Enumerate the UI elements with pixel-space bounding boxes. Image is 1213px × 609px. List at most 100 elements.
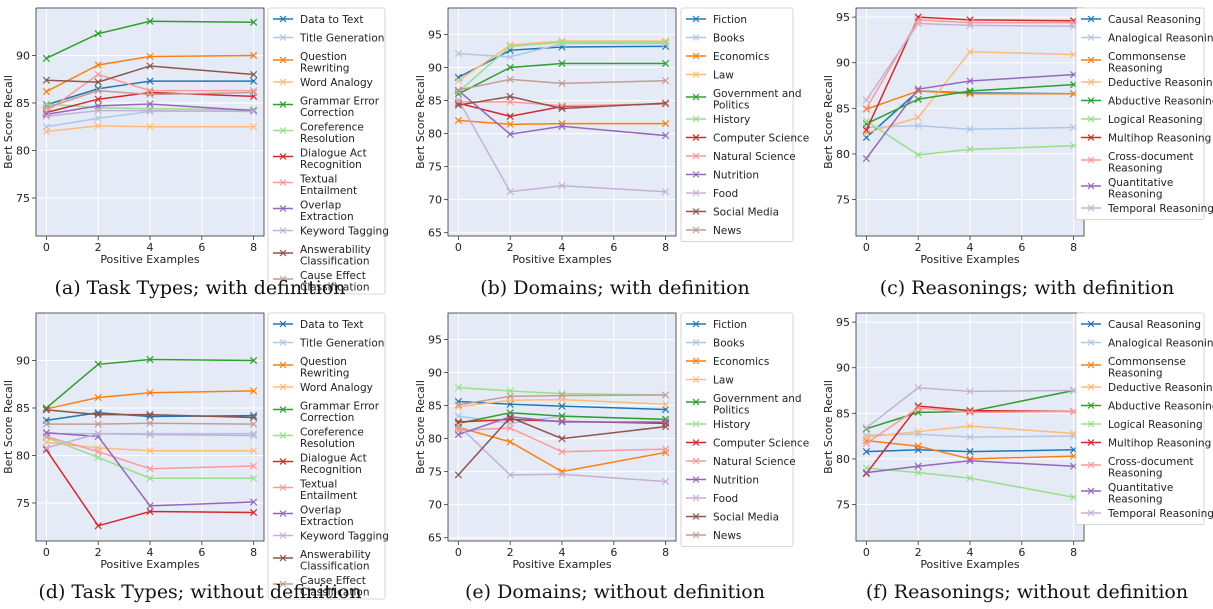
marker-stroke xyxy=(94,448,102,456)
legend-label-line: Multihop Reasoning xyxy=(1108,438,1211,450)
legend-label: Law xyxy=(713,375,734,387)
legend-marker xyxy=(1087,78,1095,86)
marker-stroke xyxy=(250,107,258,116)
series-line xyxy=(46,20,254,60)
legend-label-line: Analogical Reasoning xyxy=(1108,338,1213,350)
data-point xyxy=(914,384,922,392)
marker-stroke xyxy=(862,154,870,163)
marker-stroke xyxy=(454,471,462,479)
marker-stroke xyxy=(454,412,462,420)
marker-stroke xyxy=(146,106,154,115)
series-line xyxy=(46,89,254,109)
marker-stroke xyxy=(914,402,922,410)
legend-marker xyxy=(1087,97,1095,104)
y-tick-label: 85 xyxy=(836,102,850,115)
marker-stroke xyxy=(966,21,974,29)
series-line xyxy=(457,99,666,193)
marker-stroke xyxy=(662,448,670,457)
marker-stroke xyxy=(454,384,462,392)
legend-label-line: Classification xyxy=(300,256,369,268)
data-point xyxy=(94,420,102,428)
legend-label-line: Data to Text xyxy=(300,319,364,331)
data-point xyxy=(506,387,514,395)
marker-stroke xyxy=(250,413,258,422)
legend-marker xyxy=(692,420,700,428)
marker-stroke xyxy=(146,90,154,99)
series-line xyxy=(46,409,254,419)
y-tick-label: 95 xyxy=(428,333,442,346)
y-tick-label: 85 xyxy=(428,95,442,108)
data-point xyxy=(914,462,922,470)
data-point xyxy=(94,78,102,86)
data-point xyxy=(250,18,258,26)
data-point xyxy=(454,421,462,429)
y-tick-label: 85 xyxy=(428,400,442,413)
y-tick-label: 75 xyxy=(16,497,30,510)
series-line xyxy=(458,386,666,396)
data-point xyxy=(862,105,870,113)
legend-marker xyxy=(279,320,287,328)
x-tick-label: 0 xyxy=(863,241,870,254)
legend-marker xyxy=(279,275,287,283)
marker-stroke xyxy=(966,125,974,133)
legend-label-line: History xyxy=(713,114,750,126)
series-line xyxy=(458,426,666,473)
y-tick-label: 90 xyxy=(16,50,30,63)
marker-stroke xyxy=(662,99,670,107)
marker-stroke xyxy=(146,17,154,25)
marker-stroke xyxy=(454,418,462,426)
legend-marker xyxy=(1087,182,1095,190)
legend-marker xyxy=(692,171,700,178)
data-point xyxy=(94,360,102,368)
series-line xyxy=(866,90,1074,110)
data-point xyxy=(558,434,566,443)
marker-stroke xyxy=(454,397,462,406)
data-point xyxy=(146,123,154,131)
data-point xyxy=(506,42,514,50)
legend-marker xyxy=(279,56,287,64)
marker-stroke xyxy=(914,384,922,392)
data-point xyxy=(250,123,258,131)
data-point xyxy=(94,522,102,530)
data-point xyxy=(146,507,154,516)
marker-stroke xyxy=(862,126,870,134)
marker-stroke xyxy=(558,120,566,128)
data-point xyxy=(662,120,670,128)
marker-stroke xyxy=(146,507,154,516)
y-tick-label: 95 xyxy=(836,316,850,329)
data-point xyxy=(506,188,514,196)
series-line xyxy=(458,42,666,58)
legend-label-line: Nutrition xyxy=(713,475,759,487)
data-point xyxy=(42,54,50,62)
legend-label-line: Abductive Reasoning xyxy=(1108,96,1213,108)
data-point xyxy=(42,429,50,437)
legend-label: Natural Science xyxy=(713,456,796,468)
y-axis-label: Bert Score Recall xyxy=(414,75,427,169)
legend-label-line: Cause Effect xyxy=(300,575,366,587)
series-line xyxy=(46,109,254,118)
data-point xyxy=(42,127,50,136)
legend-label-line: Social Media xyxy=(713,207,779,219)
legend-marker xyxy=(1087,134,1095,141)
legend-marker xyxy=(692,71,700,78)
y-tick-label: 75 xyxy=(836,499,850,512)
marker-stroke xyxy=(250,106,258,115)
legend-label-line: Fiction xyxy=(713,319,747,331)
x-tick-label: 4 xyxy=(147,241,154,254)
legend-marker xyxy=(1087,361,1095,369)
legend-label: Cause Effect Classification xyxy=(300,575,369,599)
x-tick-label: 2 xyxy=(95,546,102,559)
chart-panel-4: 65 70 75 80 85 90 95 0 2 4 6 8 Positive Examples Bert… xyxy=(414,312,809,571)
legend-label: Dialogue Act Recognition xyxy=(300,453,367,477)
marker-stroke xyxy=(914,122,922,130)
legend-label: Causal Reasoning xyxy=(1108,14,1201,26)
y-tick-label: 90 xyxy=(836,57,850,70)
marker-stroke xyxy=(42,110,50,119)
legend-marker xyxy=(1087,56,1095,64)
marker-stroke xyxy=(94,30,102,38)
data-point xyxy=(42,104,50,112)
data-point xyxy=(94,430,102,438)
marker-stroke xyxy=(862,469,870,478)
legend-label: Answerability Classification xyxy=(300,549,371,573)
series-line xyxy=(458,78,666,91)
